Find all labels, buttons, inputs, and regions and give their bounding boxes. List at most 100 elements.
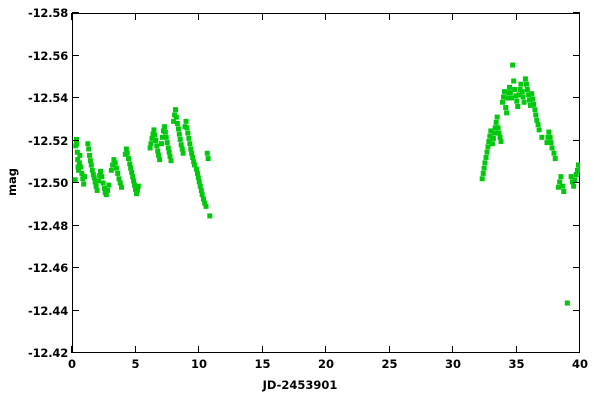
y-tick-label: -12.50 (28, 176, 68, 190)
y-axis-tick (72, 267, 79, 269)
data-point (94, 187, 100, 193)
x-tick-label: 0 (67, 357, 76, 371)
data-point (498, 139, 504, 145)
x-axis-tick (261, 346, 263, 353)
data-point (512, 87, 518, 92)
data-point (193, 166, 199, 172)
data-point (177, 136, 183, 142)
data-point (77, 152, 83, 158)
data-series-photometry (72, 62, 580, 306)
data-point (178, 142, 184, 148)
data-point (531, 101, 537, 107)
data-point (123, 146, 129, 152)
data-point (190, 155, 196, 160)
data-point (162, 129, 168, 135)
data-point (503, 105, 509, 111)
x-tick-label: 35 (508, 357, 525, 371)
data-point (207, 213, 213, 219)
data-point (152, 132, 158, 138)
data-point (500, 99, 506, 105)
data-point (117, 180, 123, 186)
x-axis-tick-top (452, 13, 454, 20)
data-point (157, 157, 163, 163)
data-point (74, 149, 80, 155)
data-point (569, 179, 575, 185)
data-point (175, 126, 181, 132)
data-point (496, 130, 502, 136)
data-point (491, 130, 497, 136)
data-point (131, 182, 137, 188)
data-point (559, 183, 565, 189)
data-point (151, 127, 157, 133)
data-point (513, 93, 519, 99)
y-tick-label: -12.48 (28, 218, 68, 233)
x-tick-label: 30 (444, 357, 461, 371)
data-point (189, 150, 195, 156)
data-point (85, 141, 91, 147)
data-point (551, 150, 557, 156)
data-point (203, 203, 209, 209)
data-point (134, 191, 140, 197)
plot-frame (72, 13, 580, 353)
data-point (530, 96, 536, 102)
x-axis-tick-top (325, 13, 327, 20)
data-point (488, 128, 494, 134)
x-axis-tick (325, 346, 327, 353)
data-point (508, 95, 514, 101)
data-point (75, 164, 81, 170)
data-point (533, 112, 539, 118)
data-point (101, 185, 107, 191)
y-axis-tick-right (573, 352, 580, 354)
data-point (497, 134, 503, 140)
data-point (149, 135, 155, 141)
data-point (549, 145, 555, 151)
data-point (93, 183, 99, 189)
data-point (487, 133, 493, 139)
x-axis-tick (452, 346, 454, 353)
data-point (486, 139, 492, 145)
data-point (561, 189, 567, 194)
x-axis-tick-top (71, 13, 73, 20)
data-point (92, 179, 98, 185)
x-axis-tick (388, 346, 390, 353)
data-point (197, 183, 203, 189)
y-axis-tick (72, 352, 79, 354)
data-point (483, 155, 489, 160)
data-point (134, 187, 140, 193)
data-point (191, 159, 197, 165)
y-axis-tick (72, 224, 79, 226)
data-point (87, 158, 93, 164)
data-point (532, 107, 538, 113)
y-tick-label: -12.44 (28, 303, 68, 318)
data-markers-layer (72, 62, 580, 306)
data-point (198, 187, 204, 193)
data-point (167, 153, 173, 159)
data-point (490, 135, 496, 141)
x-tick-label: 25 (381, 357, 398, 371)
x-tick-label: 5 (131, 357, 140, 371)
data-point (494, 114, 500, 120)
data-point (507, 90, 513, 96)
data-point (127, 161, 133, 167)
data-point (186, 135, 192, 141)
data-point (555, 184, 561, 190)
data-point (103, 192, 109, 198)
data-point (106, 182, 112, 188)
data-point (164, 140, 170, 146)
data-point (481, 165, 487, 171)
data-point (536, 127, 542, 133)
data-point (113, 165, 119, 171)
data-point (148, 141, 154, 147)
data-point (548, 140, 554, 146)
data-point (510, 62, 516, 68)
y-axis-tick-right (573, 12, 580, 14)
data-point (557, 179, 563, 185)
data-point (129, 169, 135, 175)
data-point (480, 170, 486, 176)
x-axis-tick (198, 346, 200, 353)
y-axis-tick (72, 97, 79, 99)
x-tick-label: 15 (254, 357, 271, 371)
data-point (573, 172, 579, 177)
data-point (518, 81, 524, 87)
